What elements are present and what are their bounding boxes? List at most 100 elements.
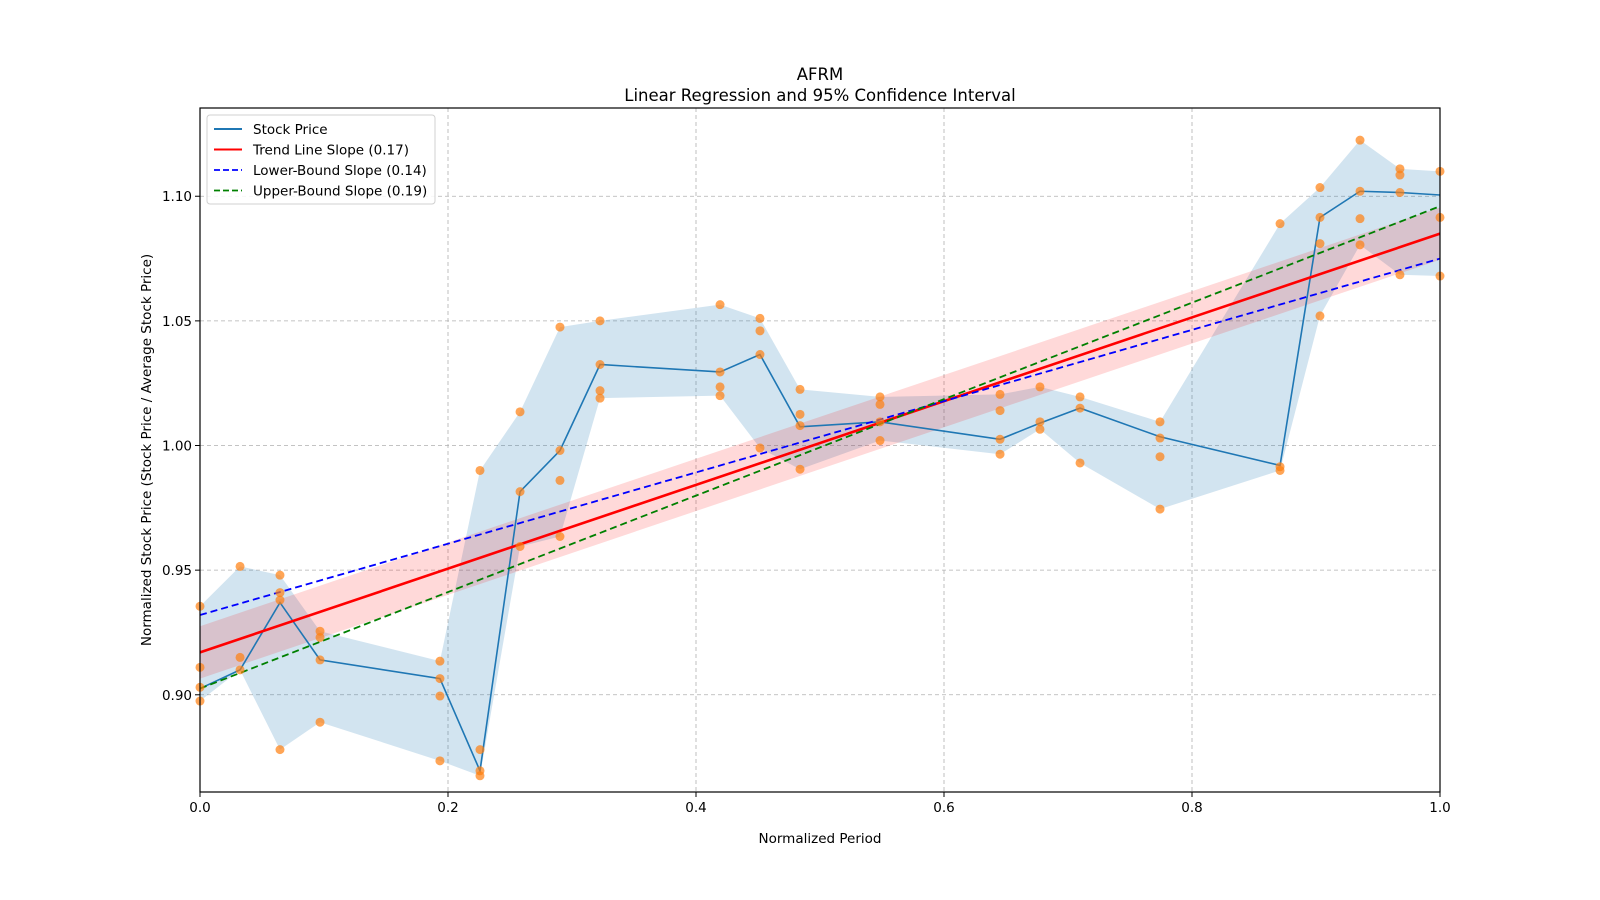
price-point	[755, 443, 765, 453]
y-tick-label: 1.05	[162, 314, 192, 330]
price-point	[1315, 212, 1325, 222]
price-point	[1355, 135, 1365, 145]
x-tick-label: 0.6	[933, 800, 954, 816]
price-point	[435, 756, 445, 766]
price-point	[315, 655, 325, 665]
legend-label: Lower-Bound Slope (0.14)	[253, 163, 427, 179]
price-point	[1355, 240, 1365, 250]
legend-box	[206, 114, 436, 205]
legend: Stock Price Trend Line Slope (0.17) Lower-…	[206, 114, 436, 205]
price-point	[235, 561, 245, 571]
chart-title: AFRM	[797, 65, 843, 84]
price-point	[595, 360, 605, 369]
stock-price-range-band	[200, 140, 1440, 776]
price-point	[1155, 504, 1165, 514]
price-point	[795, 384, 805, 394]
price-point	[1315, 311, 1325, 321]
price-point	[795, 409, 805, 419]
price-point	[275, 588, 285, 598]
legend-label: Upper-Bound Slope (0.19)	[253, 184, 427, 200]
price-point	[515, 407, 525, 417]
price-point	[435, 674, 445, 684]
chart-subtitle: Linear Regression and 95% Confidence Int…	[624, 86, 1015, 105]
price-point	[715, 367, 725, 377]
trend-line	[199, 232, 1441, 654]
x-tick-label: 1.0	[1429, 800, 1450, 816]
price-point	[315, 632, 325, 642]
price-point	[755, 350, 765, 360]
price-point	[235, 665, 245, 675]
price-point	[515, 487, 525, 497]
price-point	[1075, 403, 1085, 413]
price-point	[1395, 164, 1405, 174]
price-point	[1395, 188, 1405, 198]
price-point	[555, 531, 565, 541]
price-point	[875, 399, 885, 409]
y-axis-ticks: 0.90 0.95 1.00 1.05 1.10	[162, 189, 200, 704]
price-point	[595, 316, 605, 326]
price-point	[515, 541, 525, 551]
price-point	[875, 436, 885, 446]
price-point	[435, 691, 445, 701]
price-point	[275, 745, 285, 755]
price-point	[1075, 392, 1085, 402]
price-point	[715, 382, 725, 392]
price-point	[995, 434, 1005, 444]
price-point	[275, 595, 285, 605]
x-tick-label: 0.4	[685, 800, 706, 816]
price-point	[555, 322, 565, 332]
price-point	[995, 449, 1005, 459]
y-axis-title: Normalized Stock Price (Stock Price / Av…	[139, 254, 155, 646]
price-point	[1395, 170, 1405, 180]
series-lines	[199, 190, 1441, 774]
price-point	[1035, 382, 1045, 392]
price-point	[715, 300, 725, 310]
price-point	[475, 465, 485, 475]
price-point	[1035, 424, 1045, 434]
price-point	[1275, 219, 1285, 229]
price-point	[475, 771, 485, 781]
y-tick-label: 0.95	[162, 563, 192, 579]
price-point	[755, 313, 765, 323]
price-point	[795, 421, 805, 431]
price-point	[315, 717, 325, 727]
scatter-points	[195, 135, 1445, 781]
upper-bound-line	[199, 205, 1441, 690]
price-point	[1155, 417, 1165, 427]
price-point	[315, 626, 325, 636]
price-point	[1275, 465, 1285, 475]
price-point	[555, 475, 565, 485]
x-axis-title: Normalized Period	[759, 831, 882, 847]
price-point	[1155, 433, 1165, 443]
price-point	[1035, 417, 1045, 427]
price-point	[1355, 186, 1365, 196]
price-point	[995, 389, 1005, 399]
price-point	[1315, 183, 1325, 193]
price-point	[875, 417, 885, 427]
price-point	[755, 326, 765, 336]
price-point	[435, 656, 445, 666]
price-point	[595, 393, 605, 403]
x-tick-label: 0.0	[189, 800, 210, 816]
legend-label: Trend Line Slope (0.17)	[252, 143, 409, 159]
price-point	[875, 392, 885, 402]
x-tick-label: 0.2	[437, 800, 458, 816]
y-tick-label: 1.00	[162, 439, 192, 455]
price-point	[555, 445, 565, 455]
stock-price-line	[199, 190, 1441, 774]
price-point	[1355, 214, 1365, 224]
price-point	[795, 464, 805, 474]
price-point	[1395, 270, 1405, 280]
price-point	[595, 386, 605, 396]
legend-label: Stock Price	[253, 122, 328, 138]
lower-bound-line	[199, 257, 1441, 616]
price-point	[275, 570, 285, 580]
x-axis-ticks: 0.0 0.2 0.4 0.6 0.8 1.0	[189, 792, 1451, 816]
price-point	[1315, 239, 1325, 249]
y-tick-label: 0.90	[162, 688, 192, 704]
price-point	[475, 745, 485, 755]
plot-area-frame	[199, 107, 1441, 793]
price-point	[235, 652, 245, 662]
y-tick-label: 1.10	[162, 189, 192, 205]
